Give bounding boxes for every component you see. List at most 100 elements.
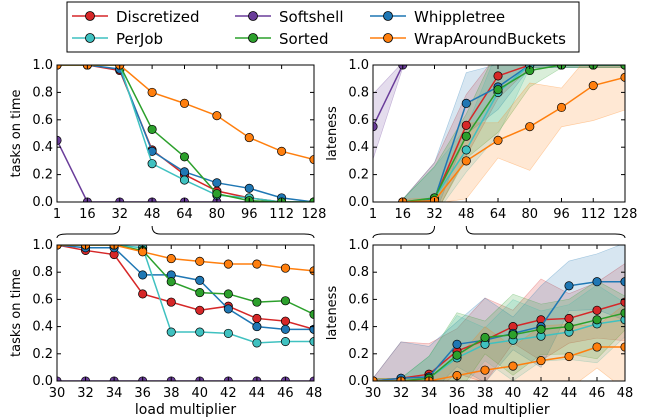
x-tick-label: 34	[421, 386, 438, 401]
point-wraparoundbuckets	[212, 111, 222, 121]
y-tick-label: 1.0	[348, 58, 369, 73]
y-tick-label: 0.0	[348, 195, 369, 210]
y-tick-label: 0.2	[348, 168, 369, 183]
y-axis-label: tasks on time	[9, 269, 24, 357]
x-tick-label: 48	[458, 207, 475, 222]
point-softshell	[373, 122, 378, 132]
y-tick-label: 1.0	[32, 58, 53, 73]
zoom-bracket-right-top-right	[465, 225, 626, 239]
legend-label-softshell: Softshell	[279, 8, 343, 26]
series-line-sorted	[57, 245, 314, 316]
point-discretized	[461, 120, 471, 130]
y-tick-label: 0.4	[32, 320, 53, 335]
panel-top-right: 1 16 32 48 64 80 96 112 128 0.0 0.2 0.4 0.6 0.8 1.0 lat…	[325, 58, 638, 222]
point-discretized	[252, 313, 262, 323]
x-tick-label: 80	[209, 207, 226, 222]
point-wraparoundbuckets	[179, 98, 190, 108]
point-discretized	[592, 305, 602, 315]
point-whippletree	[179, 167, 190, 177]
legend-marker-sorted	[248, 33, 258, 43]
x-tick-label: 44	[561, 386, 578, 401]
point-sorted	[147, 124, 157, 134]
point-whippletree	[592, 277, 602, 287]
point-discretized	[195, 305, 205, 315]
legend-marker-softshell	[248, 11, 258, 21]
x-tick-label: 30	[49, 386, 66, 401]
x-tick-label: 32	[393, 386, 410, 401]
point-perjob	[461, 145, 471, 155]
x-tick-label: 128	[613, 207, 638, 222]
axes-frame	[372, 64, 626, 203]
band-sorted	[402, 65, 625, 202]
legend-label-sorted: Sorted	[279, 30, 329, 48]
legend-label-perjob: PerJob	[116, 30, 163, 48]
point-wraparoundbuckets	[588, 81, 598, 91]
series-line-perjob	[402, 65, 625, 202]
zoom-bracket-left-top-right	[372, 225, 436, 239]
point-perjob	[252, 338, 262, 348]
panels: 1 16 32 48 64 80 96 112 128 0.0 0.2 0.4 0.6 0.8 1.0 tas…	[9, 58, 638, 418]
x-tick-label: 36	[134, 386, 151, 401]
band-whippletree	[373, 245, 625, 381]
x-tick-label: 32	[111, 207, 128, 222]
series-line-sorted	[402, 65, 625, 202]
panel-bottom-left: 30 32 34 36 38 40 42 44 46 48 0.0 0.2 0.4 0.6 0.8 1.0 ta…	[9, 238, 322, 418]
y-tick-label: 0.0	[32, 374, 53, 389]
point-sorted	[252, 297, 262, 307]
point-wraparoundbuckets	[223, 259, 233, 269]
band-softshell	[373, 65, 404, 160]
series-line-wraparoundbuckets	[57, 245, 314, 272]
point-wraparoundbuckets	[536, 356, 546, 366]
point-wraparoundbuckets	[195, 256, 205, 266]
series-whippletree	[57, 65, 314, 202]
x-tick-label: 42	[533, 386, 550, 401]
series-line-wraparoundbuckets	[373, 346, 625, 381]
point-wraparoundbuckets	[508, 361, 518, 371]
point-perjob	[147, 159, 157, 169]
point-wraparoundbuckets	[525, 122, 535, 132]
point-sorted	[195, 288, 205, 298]
plot-area-bottom-right	[373, 245, 625, 381]
panel-top-left: 1 16 32 48 64 80 96 112 128 0.0 0.2 0.4 0.6 0.8 1.0 tas…	[9, 58, 326, 222]
point-softshell	[57, 135, 62, 145]
point-sorted	[493, 85, 503, 95]
y-tick-label: 0.2	[32, 347, 53, 362]
x-tick-label: 48	[144, 207, 161, 222]
x-tick-label: 1	[369, 207, 377, 222]
plot-area-top-right	[373, 65, 625, 202]
series-perjob	[57, 245, 314, 348]
y-tick-label: 1.0	[348, 238, 369, 253]
x-axis-label: load multiplier	[448, 402, 549, 418]
band-sorted	[373, 280, 625, 381]
series-line-whippletree	[57, 245, 314, 331]
y-tick-label: 0.6	[348, 113, 369, 128]
series-line-sorted	[373, 312, 625, 381]
y-tick-label: 1.0	[32, 238, 53, 253]
series-line-discretized	[373, 301, 625, 381]
point-sorted	[508, 330, 518, 340]
legend-label-whippletree: Whippletree	[414, 8, 505, 26]
x-tick-label: 64	[176, 207, 193, 222]
y-tick-label: 0.8	[348, 85, 369, 100]
series-sorted	[373, 308, 625, 381]
y-tick-label: 0.4	[348, 320, 369, 335]
x-tick-label: 34	[106, 386, 123, 401]
series-wraparoundbuckets	[57, 65, 314, 165]
series-line-softshell	[373, 65, 404, 127]
series-wraparoundbuckets	[398, 72, 625, 202]
x-tick-label: 16	[79, 207, 96, 222]
point-perjob	[195, 327, 205, 337]
x-axis-label: load multiplier	[135, 402, 236, 418]
x-tick-label: 96	[553, 207, 570, 222]
point-wraparoundbuckets	[592, 342, 602, 352]
x-tick-label: 112	[581, 207, 606, 222]
point-sorted	[166, 277, 176, 287]
y-axis-label: tasks on time	[9, 90, 24, 178]
panel-bottom-right: 30 32 34 36 38 40 42 44 46 48 0.0 0.2 0.4 0.6 0.8 1.0 la…	[325, 238, 633, 418]
y-tick-label: 0.0	[348, 374, 369, 389]
legend-marker-discretized	[85, 11, 95, 21]
point-wraparoundbuckets	[277, 146, 287, 156]
series-perjob	[57, 65, 314, 202]
series-line-wraparoundbuckets	[57, 65, 314, 161]
